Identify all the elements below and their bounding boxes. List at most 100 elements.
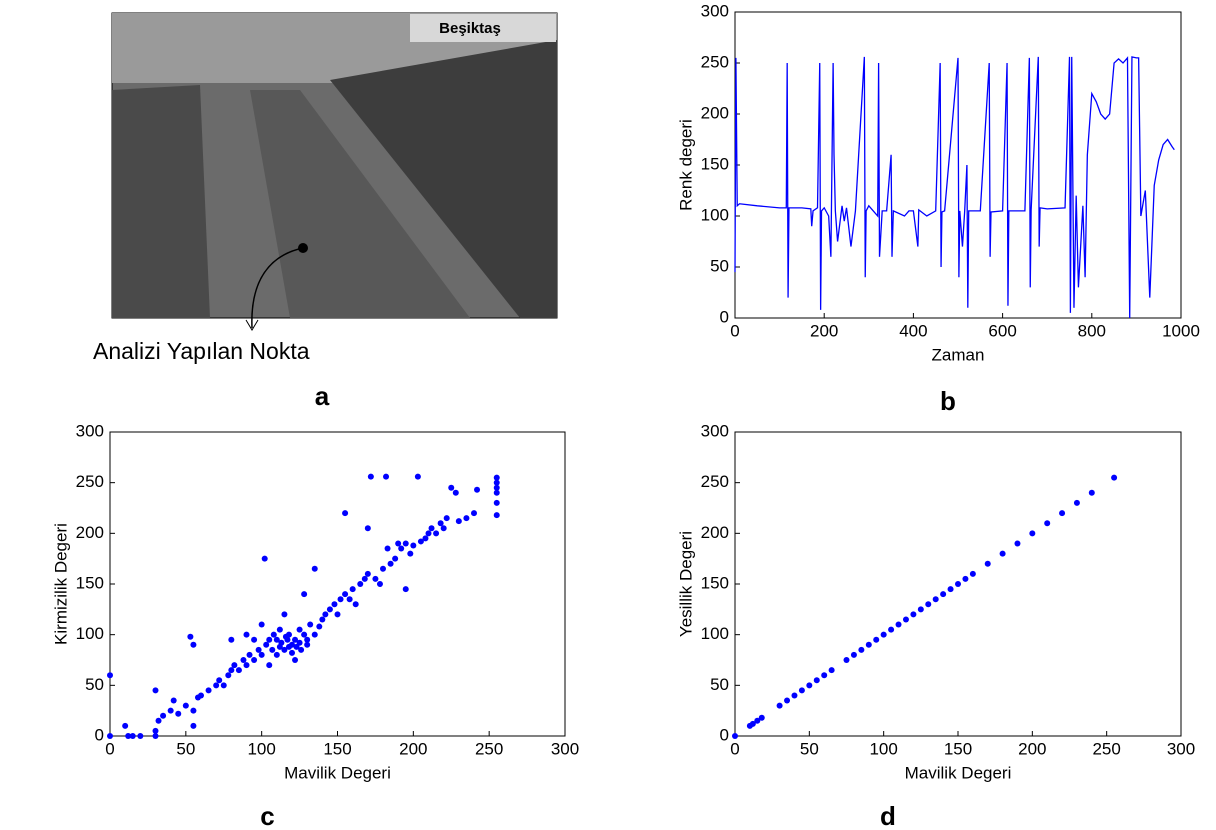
point [292, 657, 299, 663]
point [806, 682, 813, 689]
point [1029, 530, 1036, 537]
point [198, 692, 204, 699]
point [152, 687, 159, 694]
point [372, 575, 379, 582]
point [251, 636, 258, 643]
x-tick-label: 100 [247, 739, 275, 758]
y-tick-label: 0 [720, 307, 729, 326]
x-tick-label: 600 [988, 321, 1016, 340]
x-tick-label: 0 [105, 739, 114, 758]
trees [330, 40, 557, 318]
point [307, 621, 314, 628]
point [337, 596, 344, 603]
point [243, 662, 250, 669]
point [364, 570, 371, 577]
point [216, 677, 223, 684]
point [910, 611, 917, 618]
point [122, 722, 129, 729]
point [190, 707, 197, 714]
point [107, 672, 113, 679]
point [289, 641, 295, 648]
point [334, 611, 341, 618]
panel-label: a [315, 381, 330, 411]
y-tick-label: 100 [76, 624, 104, 643]
point [107, 733, 113, 739]
x-tick-label: 200 [1018, 739, 1046, 758]
point [428, 525, 435, 532]
point [246, 651, 253, 658]
y-tick-label: 150 [76, 573, 104, 592]
point [383, 473, 390, 480]
point [160, 712, 167, 719]
point [955, 581, 961, 587]
x-tick-label: 300 [1167, 739, 1195, 758]
point [167, 707, 174, 714]
x-tick-label: 200 [810, 321, 838, 340]
point [182, 702, 189, 709]
x-tick-label: 250 [1092, 739, 1120, 758]
point [474, 486, 481, 493]
point [311, 565, 318, 572]
point [205, 687, 212, 694]
y-tick-label: 100 [701, 205, 729, 224]
y-tick-label: 300 [701, 1, 729, 20]
point [273, 651, 280, 658]
x-axis-label: Mavilik Degeri [284, 763, 391, 782]
point [281, 646, 288, 653]
y-tick-label: 150 [701, 573, 729, 592]
point [304, 641, 311, 648]
point [433, 530, 440, 537]
point [261, 555, 268, 562]
point [316, 623, 323, 630]
point [155, 717, 162, 724]
point [228, 667, 235, 674]
point [137, 733, 144, 739]
point [342, 591, 349, 598]
point [437, 520, 444, 527]
point [1059, 510, 1066, 517]
point [888, 626, 895, 633]
point [387, 560, 394, 567]
point [240, 657, 247, 663]
arrow [251, 247, 304, 329]
point [187, 633, 194, 640]
point [292, 636, 299, 643]
line [734, 56, 1175, 319]
point [962, 575, 969, 582]
label-box [410, 14, 556, 42]
point [493, 499, 500, 506]
point [969, 570, 976, 577]
point [917, 606, 924, 613]
point [1014, 540, 1021, 547]
point [301, 631, 308, 638]
point [407, 550, 414, 557]
point [352, 601, 359, 608]
point [410, 542, 417, 549]
x-tick-label: 50 [800, 739, 819, 758]
point [258, 651, 265, 658]
point [732, 733, 738, 739]
x-axis-label: Mavilik Degeri [905, 763, 1012, 782]
point [342, 510, 349, 517]
point [1044, 520, 1051, 527]
point [384, 545, 391, 552]
point [749, 720, 756, 727]
point [296, 626, 303, 633]
point [298, 646, 305, 653]
point [493, 489, 500, 496]
point [392, 555, 399, 562]
y-tick-label: 0 [720, 725, 729, 744]
x-tick-label: 200 [399, 739, 427, 758]
panel-label: d [880, 801, 896, 830]
y-tick-label: 50 [710, 256, 729, 275]
point [947, 586, 954, 593]
arrowhead [245, 319, 259, 331]
y-tick-label: 0 [95, 725, 104, 744]
point [380, 565, 386, 572]
y-tick-label: 50 [710, 675, 729, 694]
point [243, 631, 250, 638]
panel-label: c [260, 801, 274, 830]
point [999, 550, 1006, 557]
point [493, 474, 500, 481]
point [754, 717, 761, 724]
